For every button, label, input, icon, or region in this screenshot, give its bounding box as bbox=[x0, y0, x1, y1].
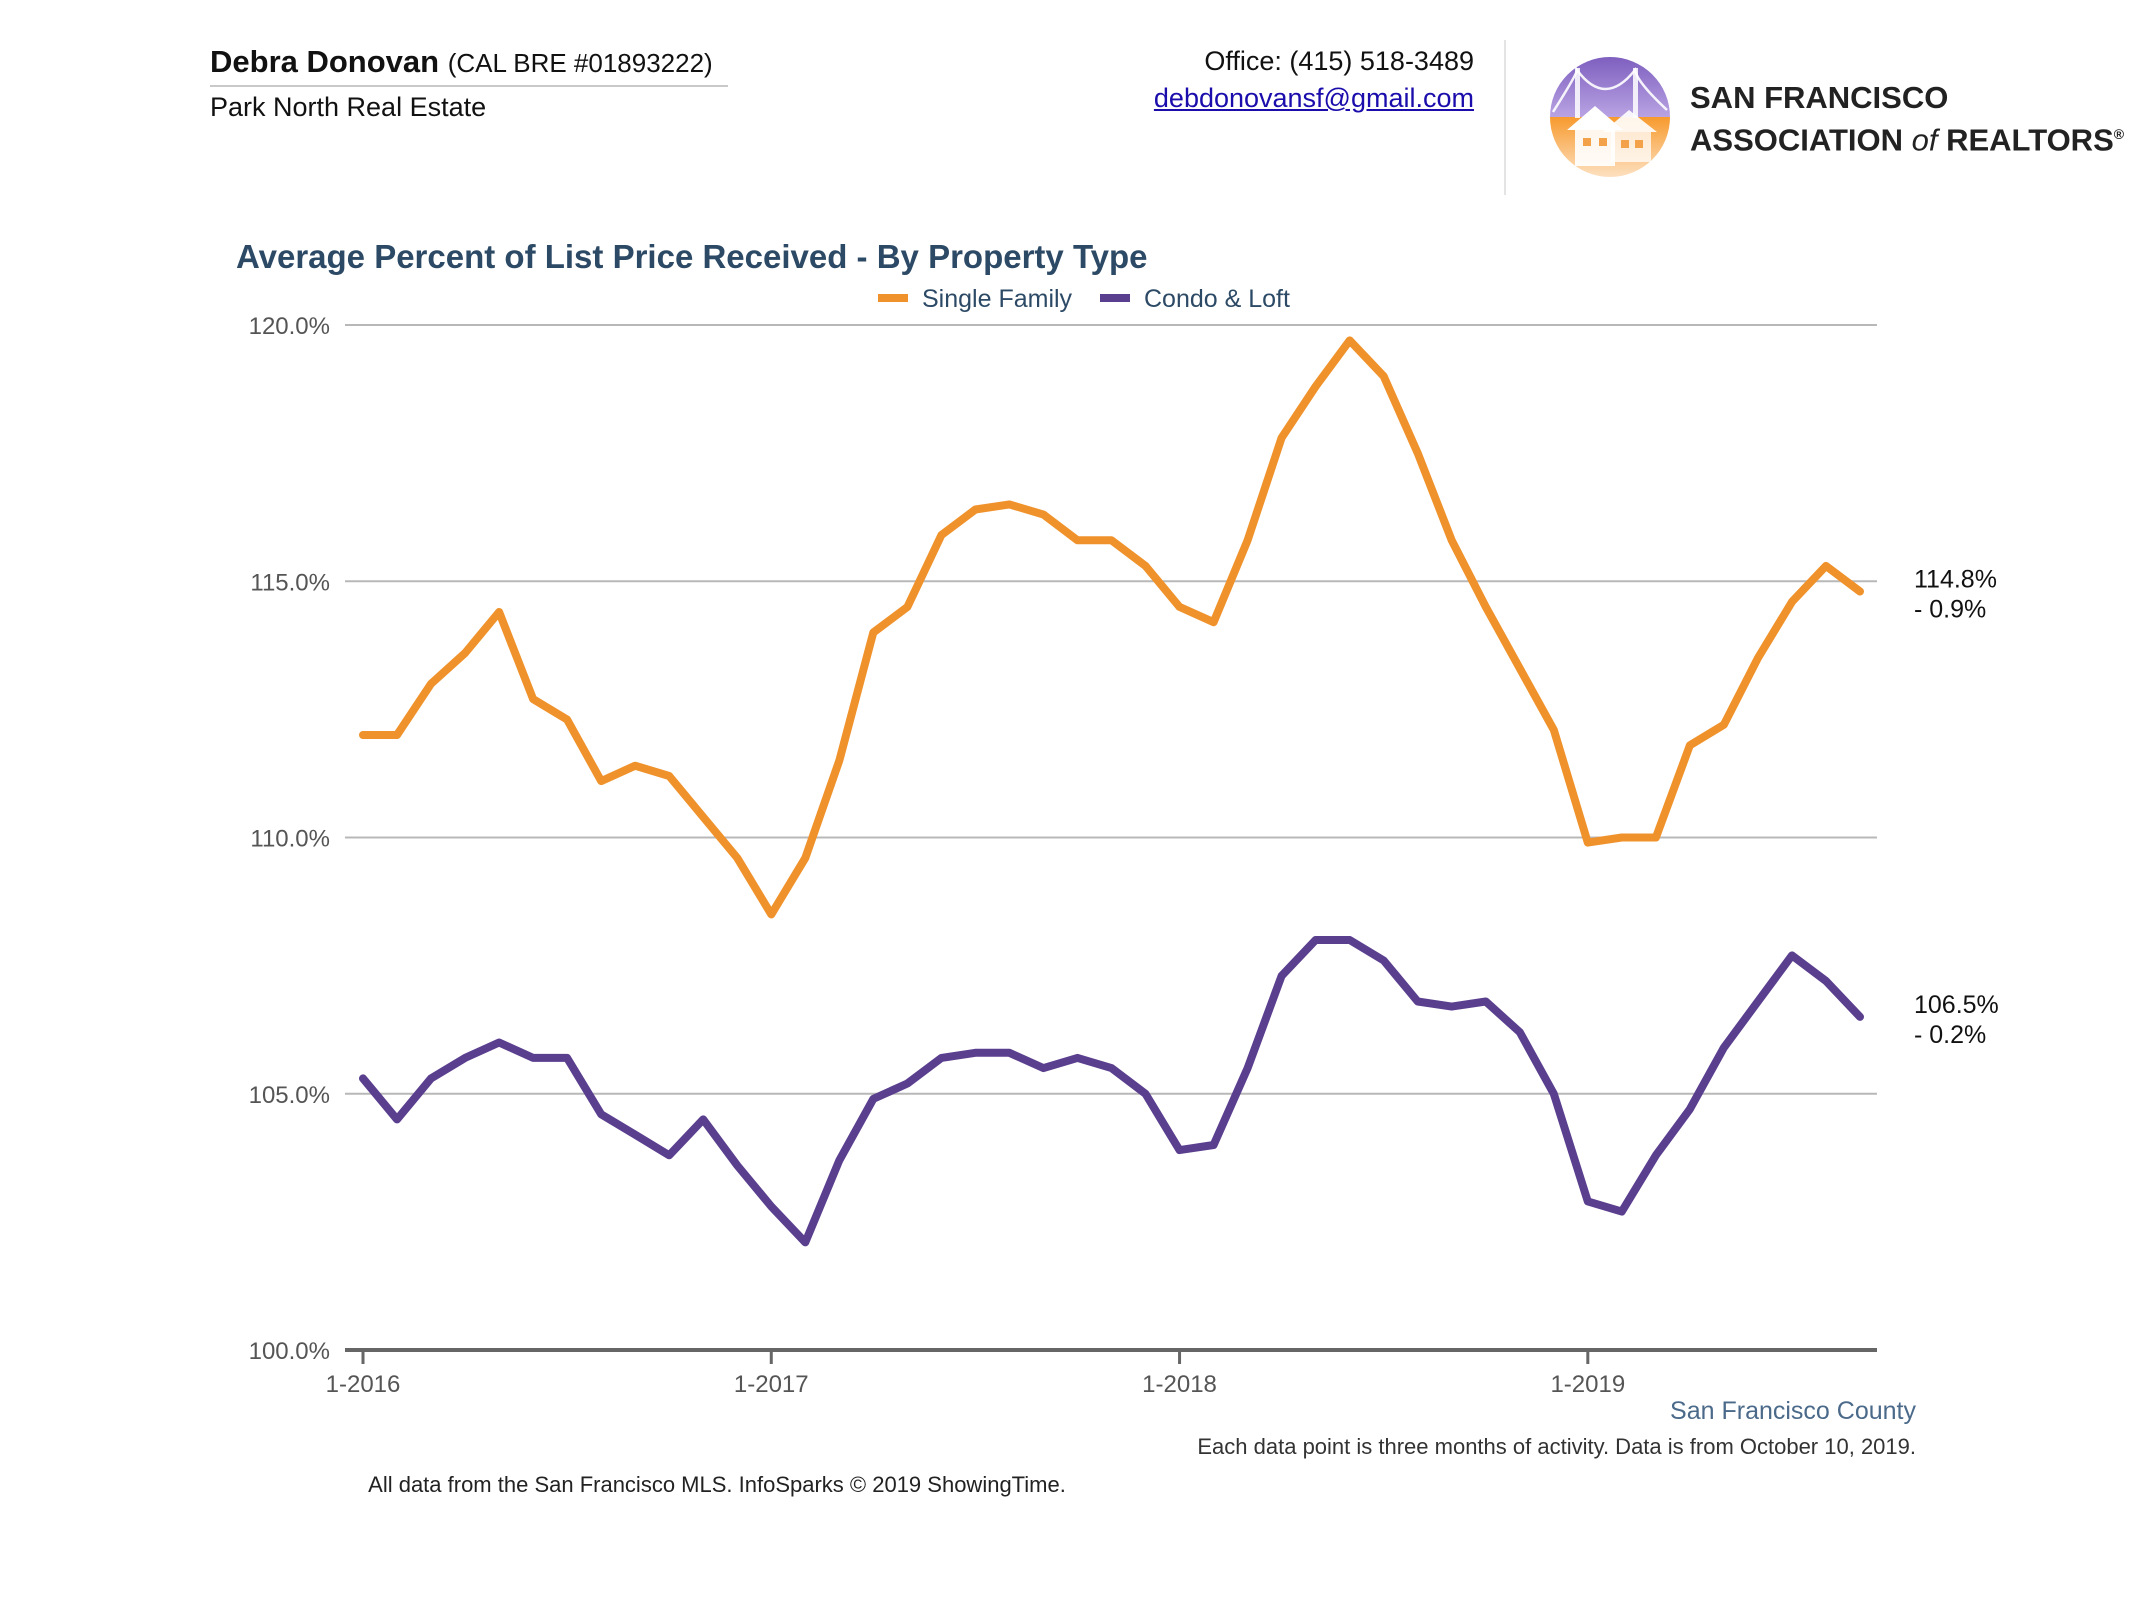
legend-label: Single Family bbox=[922, 285, 1073, 313]
gridlines bbox=[345, 324, 1877, 1095]
association-name: SAN FRANCISCO ASSOCIATION of REALTORS® bbox=[1690, 80, 2124, 158]
legend: Single Family Condo & Loft bbox=[878, 285, 1290, 313]
series-line-condo-loft bbox=[359, 936, 1864, 1247]
chart-title: Average Percent of List Price Received -… bbox=[236, 238, 1148, 275]
x-tick-label: 1-2019 bbox=[1550, 1371, 1625, 1398]
y-tick-label: 115.0% bbox=[250, 569, 330, 596]
y-tick-label: 105.0% bbox=[249, 1082, 330, 1109]
legend-item-condo-loft: Condo & Loft bbox=[1100, 285, 1290, 313]
series bbox=[359, 336, 1864, 1247]
end-change-label: - 0.9% bbox=[1914, 596, 1986, 624]
registered-mark: ® bbox=[2113, 126, 2125, 142]
end-value-label: 106.5% bbox=[1914, 991, 1999, 1019]
header-divider bbox=[1504, 40, 1506, 195]
end-value-label: 114.8% bbox=[1914, 566, 1997, 594]
association-realtors: REALTORS bbox=[1946, 122, 2114, 158]
association-line-2: ASSOCIATION of REALTORS® bbox=[1690, 116, 2124, 158]
series-line-single-family bbox=[359, 336, 1864, 919]
y-tick-label: 110.0% bbox=[250, 826, 330, 853]
x-tick-label: 1-2017 bbox=[734, 1371, 809, 1398]
y-tick-label: 120.0% bbox=[249, 313, 330, 340]
association-of: of bbox=[1911, 122, 1938, 158]
x-tick-label: 1-2016 bbox=[326, 1371, 401, 1398]
golden-gate-house-logo-icon bbox=[1550, 57, 1670, 177]
agent-divider bbox=[210, 85, 728, 87]
legend-label: Condo & Loft bbox=[1144, 285, 1290, 313]
email-link[interactable]: debdonovansf@gmail.com bbox=[1153, 83, 1474, 113]
agent-license: (CAL BRE #01893222) bbox=[447, 48, 713, 78]
association-line-1: SAN FRANCISCO bbox=[1690, 80, 1949, 115]
x-tick-label: 1-2018 bbox=[1142, 1371, 1217, 1398]
axes: 120.0% 115.0% 110.0% 105.0% 100.0% 1-2016 1-20… bbox=[249, 313, 1877, 1398]
agent-company: Park North Real Estate bbox=[210, 92, 487, 122]
office-phone: Office: (415) 518-3489 bbox=[1204, 46, 1474, 76]
end-change-label: - 0.2% bbox=[1914, 1021, 1986, 1049]
association-word: ASSOCIATION bbox=[1690, 122, 1903, 158]
agent-name: Debra Donovan (CAL BRE #01893222) bbox=[210, 44, 713, 80]
data-note: Each data point is three months of activ… bbox=[1197, 1434, 1916, 1459]
agent-name-text: Debra Donovan bbox=[210, 44, 440, 79]
end-labels: 114.8%- 0.9% 106.5%- 0.2% bbox=[1914, 566, 1999, 1049]
y-tick-label: 100.0% bbox=[249, 1338, 330, 1365]
region-label: San Francisco County bbox=[1670, 1397, 1916, 1425]
source-attribution: All data from the San Francisco MLS. Inf… bbox=[368, 1472, 1066, 1497]
legend-item-single-family: Single Family bbox=[878, 285, 1073, 313]
